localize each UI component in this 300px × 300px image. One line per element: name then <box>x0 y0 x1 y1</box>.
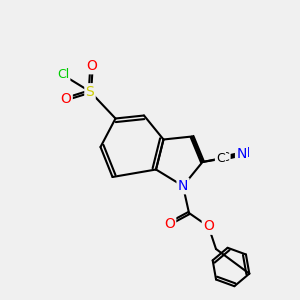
Text: N: N <box>236 148 247 161</box>
Text: Cl: Cl <box>57 68 69 82</box>
Text: O: O <box>86 59 97 73</box>
Text: S: S <box>85 85 94 98</box>
Text: O: O <box>61 92 71 106</box>
Text: N: N <box>239 146 250 160</box>
Text: C: C <box>220 151 230 164</box>
Text: O: O <box>164 217 175 230</box>
Text: O: O <box>203 220 214 233</box>
Text: C: C <box>216 152 225 166</box>
Text: N: N <box>178 179 188 193</box>
